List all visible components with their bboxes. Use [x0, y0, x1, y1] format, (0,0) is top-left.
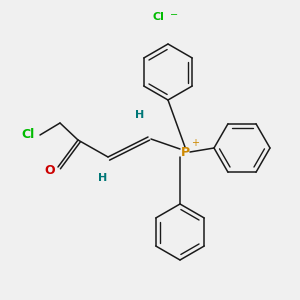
Text: H: H [98, 173, 108, 183]
Text: +: + [191, 138, 199, 148]
Text: Cl: Cl [152, 12, 164, 22]
Text: P: P [180, 146, 190, 158]
Text: Cl: Cl [21, 128, 34, 142]
Text: H: H [135, 110, 145, 120]
Text: −: − [170, 10, 178, 20]
Text: O: O [45, 164, 55, 178]
